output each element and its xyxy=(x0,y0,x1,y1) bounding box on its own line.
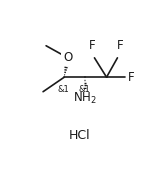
Text: F: F xyxy=(128,71,134,84)
Text: F: F xyxy=(117,39,123,52)
Text: &1: &1 xyxy=(79,85,91,94)
Text: &1: &1 xyxy=(58,85,70,94)
Text: HCl: HCl xyxy=(69,129,91,142)
Text: NH$_2$: NH$_2$ xyxy=(73,91,97,106)
Text: O: O xyxy=(63,51,73,64)
Text: F: F xyxy=(89,39,95,52)
